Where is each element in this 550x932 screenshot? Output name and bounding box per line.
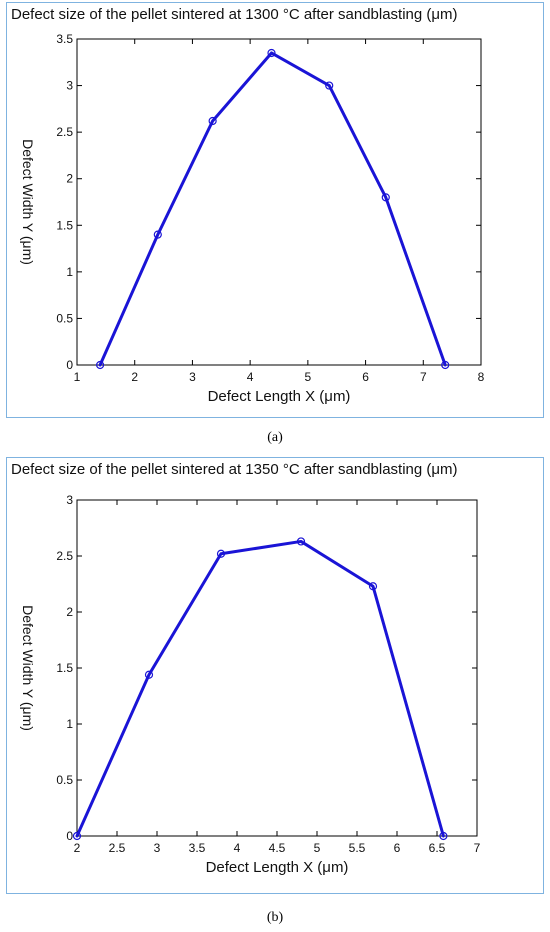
data-point [368,582,378,591]
x-tick-label: 1 [74,370,81,384]
x-tick-label: 6 [362,370,369,384]
data-point [441,360,450,370]
data-point [325,81,334,90]
data-point [381,193,390,202]
y-tick-label: 2.5 [56,125,73,139]
x-tick-label: 8 [478,370,485,384]
y-axis-label: Defect Width Y (μm) [20,139,36,265]
x-tick-label: 3 [154,841,161,855]
data-point [95,360,105,370]
y-tick-label: 3.5 [56,32,73,46]
y-tick-label: 2 [66,172,73,186]
figure-caption-a: (a) [267,430,283,445]
y-axis-label: Defect Width Y (μm) [20,605,36,731]
x-tick-label: 6.5 [429,841,446,855]
y-tick-label: 3 [66,79,73,93]
chart-title-a: Defect size of the pellet sintered at 13… [11,6,458,23]
x-tick-label: 3 [189,370,196,384]
y-tick-label: 2 [66,605,73,619]
x-tick-label: 2 [74,841,81,855]
data-point [296,537,306,546]
y-tick-label: 1 [66,717,73,731]
x-tick-label: 4 [234,841,241,855]
data-point [439,831,448,841]
y-tick-label: 3 [66,493,73,507]
chart-panel-a: Defect size of the pellet sintered at 13… [6,2,544,418]
data-point [72,831,82,841]
y-tick-label: 1 [66,265,73,279]
series-line [75,539,445,838]
y-tick-label: 1.5 [56,218,73,232]
x-tick-label: 7 [474,841,481,855]
series-line [98,51,447,367]
plot-frame [76,38,482,366]
figure-caption-b: (b) [266,910,284,925]
y-tick-label: 0 [66,829,73,843]
x-tick-label: 5 [314,841,321,855]
x-tick-label: 6 [394,841,401,855]
data-point [208,116,217,126]
chart-plot-b: 2 2.5 3 3.5 4 4.5 5 5.5 6 6.5 7 0 0.5 1 1.5 2 2.5 3 Defect… [20,493,481,876]
x-axis-label: Defect Length X (μm) [206,859,349,876]
x-axis-label: Defect Length X (μm) [208,388,351,405]
data-point [216,549,226,558]
x-tick-label: 5.5 [349,841,366,855]
x-tick-label: 4 [247,370,254,384]
x-tick-label: 4.5 [269,841,286,855]
chart-title-b: Defect size of the pellet sintered at 13… [11,461,458,478]
data-point [153,230,162,239]
chart-panel-b: Defect size of the pellet sintered at 13… [6,457,544,894]
y-tick-label: 0 [66,358,73,372]
y-tick-label: 0.5 [56,311,73,325]
x-tick-label: 2 [131,370,138,384]
plot-frame [76,499,478,837]
data-point [144,670,154,679]
x-tick-label: 3.5 [189,841,206,855]
y-tick-label: 2.5 [56,549,73,563]
chart-plot-a: 1 2 3 4 5 6 7 8 0 0.5 1 1.5 2 2.5 3 3.5 Defect Length X … [20,32,485,405]
x-tick-label: 2.5 [109,841,126,855]
y-tick-label: 0.5 [56,773,73,787]
x-tick-label: 7 [420,370,427,384]
data-point [267,48,276,58]
x-tick-label: 5 [305,370,312,384]
y-tick-label: 1.5 [56,661,73,675]
